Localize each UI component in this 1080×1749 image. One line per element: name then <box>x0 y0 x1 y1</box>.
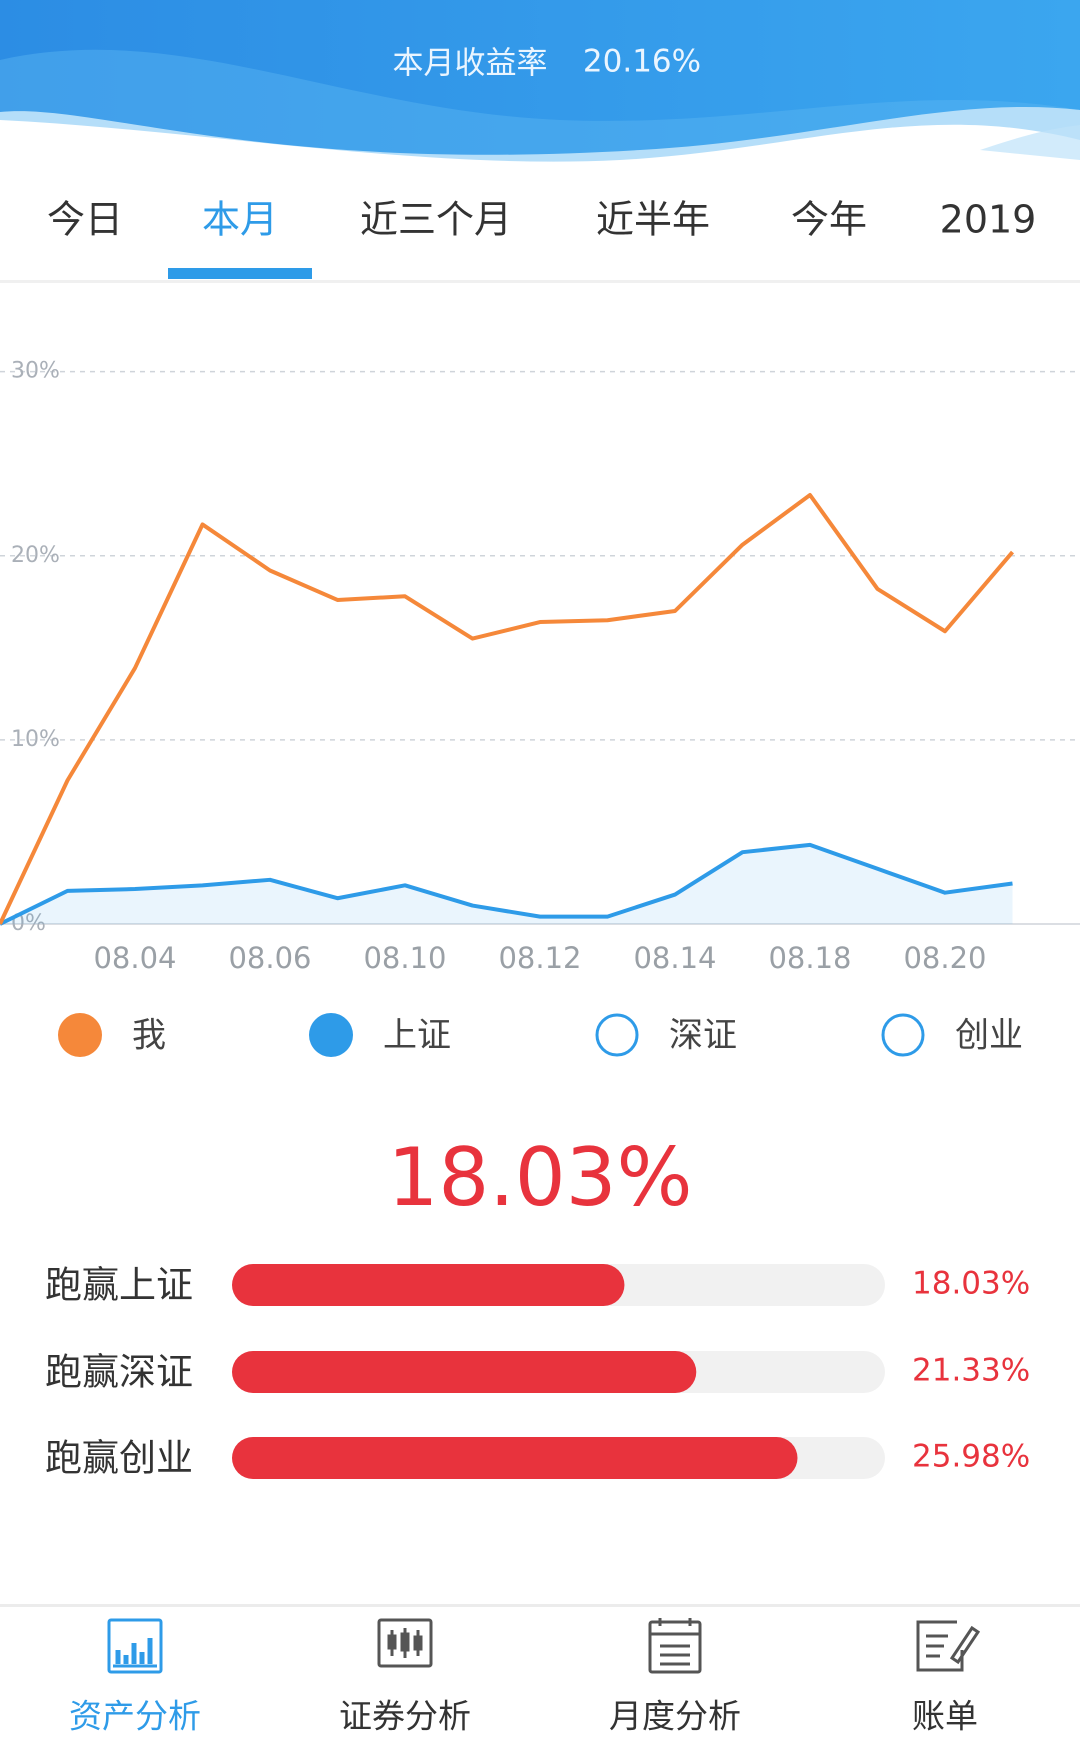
legend-label[interactable]: 深证 <box>669 1016 737 1056</box>
bar-value-label: 18.03% <box>912 1266 1030 1302</box>
series-line <box>0 842 1013 926</box>
y-tick-label: 20% <box>11 543 60 568</box>
header-wave-light <box>0 49 1080 162</box>
legend-label[interactable]: 我 <box>132 1016 166 1056</box>
legend-label[interactable]: 创业 <box>955 1016 1023 1056</box>
nav-icon-bill <box>916 1620 981 1672</box>
tab[interactable]: 近半年 <box>596 198 710 242</box>
headline: 18.03% <box>387 1131 692 1224</box>
tab[interactable]: 2019 <box>940 198 1037 242</box>
tab[interactable]: 本月 <box>202 198 278 242</box>
nav-icon-monthly <box>648 1618 702 1674</box>
nav-icon-assets <box>107 1618 163 1674</box>
legend-label[interactable]: 上证 <box>383 1016 451 1056</box>
bar-label: 跑赢上证 <box>45 1264 193 1307</box>
tab-bar: 今日 本月 近三个月 近半年 今年 2019 <box>0 198 1080 283</box>
x-tick-label: 08.04 <box>93 941 176 975</box>
nav-divider <box>0 1604 1080 1607</box>
line-chart: 0%10%20%30%08.04 08.06 08.10 08.12 08.14 08.1… <box>0 359 1080 975</box>
series-area <box>0 844 1013 924</box>
header: 本月收益率 20.16% <box>0 0 1080 162</box>
tab[interactable]: 今年 <box>791 198 867 242</box>
legend-swatch[interactable] <box>595 1013 639 1057</box>
legend: 我 上证 深证 创业 <box>58 1013 1023 1057</box>
header-wave-edge <box>980 125 1080 160</box>
legend-swatch[interactable] <box>309 1013 353 1057</box>
bar <box>232 1351 697 1393</box>
bar-value-label: 25.98% <box>912 1439 1030 1475</box>
x-tick-label: 08.20 <box>903 941 986 975</box>
tab-indicator <box>168 268 312 279</box>
bar <box>232 1437 798 1479</box>
tab[interactable]: 近三个月 <box>360 198 512 242</box>
x-tick-label: 08.14 <box>633 941 716 975</box>
y-tick-label: 30% <box>11 359 60 384</box>
x-tick-label: 08.18 <box>768 941 851 975</box>
legend-swatch[interactable] <box>58 1013 102 1057</box>
y-tick-label: 10% <box>11 727 60 752</box>
bottom-nav: 资产分析 证券分析 月度分析 账单 <box>0 1604 1080 1749</box>
header-title: 本月收益率 <box>393 46 548 82</box>
x-tick-label: 08.06 <box>228 941 311 975</box>
x-tick-label: 08.10 <box>363 941 446 975</box>
header-wave <box>0 0 1080 155</box>
nav-icon-securities <box>377 1618 433 1668</box>
tab-divider <box>0 280 1080 283</box>
nav-label[interactable]: 月度分析 <box>609 1697 741 1736</box>
x-tick-label: 08.12 <box>498 941 581 975</box>
bar-label: 跑赢创业 <box>45 1437 193 1480</box>
bar-value-label: 21.33% <box>912 1353 1030 1389</box>
nav-bg <box>0 1604 1080 1749</box>
series-line <box>0 493 1015 925</box>
nav-label[interactable]: 资产分析 <box>69 1697 201 1736</box>
header-value: 20.16% <box>583 44 701 80</box>
comparison-bars: 跑赢上证 18.03% 跑赢深证 21.33% 跑赢创业 25.98% <box>45 1264 1030 1480</box>
bar-label: 跑赢深证 <box>45 1351 193 1394</box>
legend-swatch[interactable] <box>881 1013 925 1057</box>
tab[interactable]: 今日 <box>47 198 123 242</box>
bar <box>232 1264 625 1306</box>
nav-label[interactable]: 证券分析 <box>339 1697 471 1736</box>
nav-label[interactable]: 账单 <box>912 1697 978 1736</box>
